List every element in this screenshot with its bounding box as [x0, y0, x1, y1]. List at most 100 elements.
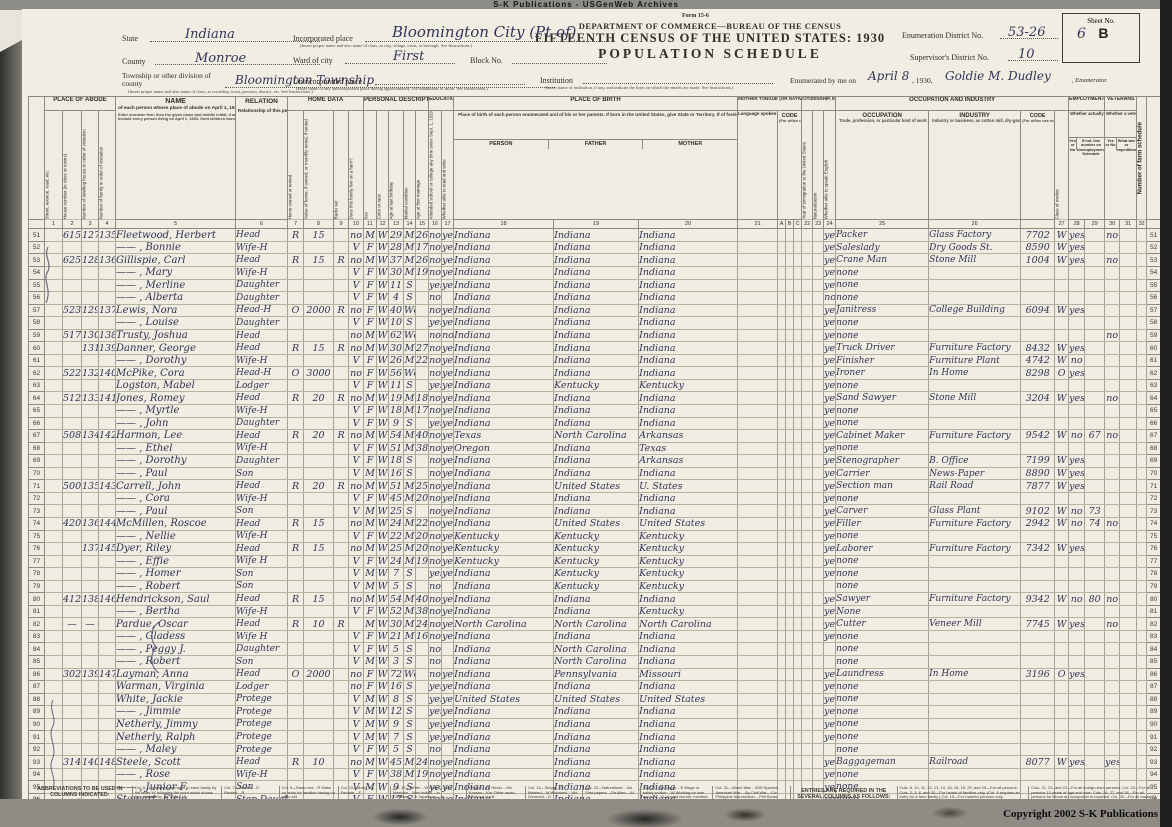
sd-value: 10 [1018, 47, 1035, 62]
age-header: Age at last birthday [388, 110, 404, 220]
street-header: Street, avenue, road, etc. [44, 110, 63, 220]
table-row: 61—— , DorothyWife-HVFW26M22noyesIndiana… [28, 353, 1162, 368]
table-row: 54—— , MaryWife-HVFW30M19noyesIndianaInd… [28, 266, 1162, 280]
english-header: Whether able to speak English [823, 110, 836, 220]
table-row: 94—— , RoseWife-HVFW38M19noyesIndianaInd… [28, 767, 1162, 782]
ed-label: Enumeration District No. [902, 31, 984, 40]
group-name: NAME of each person whose place of abode… [115, 95, 237, 221]
table-row: 93 314 140 148 Steele, Scott Head R 10 no M W 45 M 24… [28, 755, 1162, 769]
entries-note1: Cols. 8, 10, 11, 12, 13, 14, 16, 18, 19,… [896, 786, 1029, 800]
dwelling-number-header: Number of dwelling house in order of vis… [81, 110, 99, 220]
home-value-header: Value of home, if owned, or monthly rent… [303, 110, 334, 220]
table-row: 82——Pardue, OscarHeadR10RMW30M24noyesNor… [28, 617, 1162, 631]
marital-header: Marital condition [403, 110, 416, 220]
group-occupation-industry: OCCUPATION AND INDUSTRY [835, 96, 1070, 111]
farm-schedule-header: Number of farm schedule [1136, 96, 1147, 220]
table-row: 74 420 136 144 McMillen, Roscoe Head R 15 no M W 24… [28, 516, 1162, 531]
code-header: CODE (For office use only. Do not write … [777, 109, 803, 221]
abbrev-col7: Col. 7—Owned....O Rented....R [221, 786, 278, 800]
unemployment-line-subheader: If not, line number on Unemployment Sche… [1075, 138, 1105, 156]
radio-header: Radio set [333, 110, 349, 220]
table-row: 72—— , CoraWife-HVFW45M20noyesIndianaInd… [28, 491, 1162, 506]
census-table-body: 51 615 127 135 Fleetwood, Herbert Head R 15 no M W… [28, 228, 1162, 827]
table-row: 55—— , MerlineDaughterVFW11SyesyesIndian… [28, 278, 1162, 293]
immigration-header: Year of immigration to the United States [801, 110, 813, 220]
county-label: County [122, 57, 146, 66]
group-place-of-abode: PLACE OF ABODE [43, 96, 117, 111]
ward-value: First [393, 49, 425, 64]
table-row: 68—— , EthelWife-HVFW51M38noyesOregonInd… [28, 441, 1162, 456]
enumerator-label: , Enumerator. [1072, 77, 1108, 84]
township-value: Bloomington Township [235, 73, 375, 87]
naturalization-header: Naturalization [812, 110, 824, 220]
department-line: DEPARTMENT OF COMMERCE—BUREAU OF THE CEN… [578, 21, 842, 31]
table-row: 69—— , DorothyDaughterVFW18SnoyesIndiana… [28, 454, 1162, 468]
race-header: Color or race [376, 110, 389, 220]
enumerated-label: Enumerated by me on [790, 76, 857, 85]
occupation-code-header: CODE (For office use only. Do not write … [1020, 109, 1056, 221]
industry-header: INDUSTRY Industry or business, as cotton… [928, 109, 1022, 221]
class-of-worker-header: Class of worker [1054, 110, 1069, 220]
state-label: State [122, 34, 138, 43]
table-row: 62 522 132 140 McPike, Cora Head-H O 3000 no F W 56… [28, 366, 1162, 380]
line-number-header [28, 95, 45, 221]
entries-title-block: ENTRIES ARE REQUIRED IN THE SEVERAL COLU… [790, 786, 896, 800]
copyright-note: Copyright 2002 S-K Publications [1003, 808, 1158, 820]
institution-note: (Insert name of institution, if any, and… [545, 85, 734, 90]
abbrev-col6: Col. 6—Indicate homemaker in each family… [131, 786, 222, 800]
table-row: 70—— , PaulSonVMW16SnoyesIndianaIndianaI… [28, 466, 1162, 481]
table-row: 58—— , LouiseDaughterVFW10SyesyesIndiana… [28, 316, 1162, 330]
group-employment: EMPLOYMENT [1068, 96, 1106, 111]
entries-note2: Cols. 21, 23, and 24—For all foreign-bor… [1028, 786, 1160, 800]
home-owned-header: Home owned or rented [287, 110, 304, 220]
birthplace-note-cell: Place of birth of each person enumerated… [453, 109, 739, 221]
abbrev-col12: Col. 12—White....W Negro....Neg Mexican.… [389, 786, 466, 800]
header-group-row: PLACE OF ABODE NAME of each person whose… [28, 95, 1162, 221]
occupation-header: OCCUPATION Trade, profession, or particu… [835, 109, 930, 221]
family-number-header: Number of family in order of visitation [98, 110, 116, 220]
ward-label: Ward of city [293, 56, 333, 65]
person-subheader: PERSON [489, 141, 513, 147]
table-row: 65—— , MyrtleWife-HVFW18M17noyesIndianaI… [28, 404, 1162, 418]
sex-header: Sex [363, 110, 377, 220]
sheet-letter: B [1098, 25, 1109, 41]
table-row: 78—— , HomerSonVMW7SyesyesIndianaKentuck… [28, 567, 1162, 581]
form-number: Form 15-6 [682, 13, 709, 19]
incorporated-note: (Insert proper name and also name of cla… [300, 43, 473, 48]
group-veterans: VETERANS [1104, 96, 1138, 111]
group-place-of-birth: PLACE OF BIRTH [453, 96, 739, 111]
veterans-header: Whether a veteran of U. S. military or n… [1104, 109, 1138, 221]
top-banner: S-K Publications - USGenWeb Archives [0, 0, 1172, 10]
sheet-label: Sheet No. [1087, 17, 1115, 25]
table-row: 73—— , PaulSonVMW25SnoyesIndianaIndianaI… [28, 504, 1162, 518]
employment-yesno-subheader: Yes or No [1069, 138, 1076, 152]
scan-bottom-edge [0, 799, 1172, 827]
institution-label: Institution [540, 76, 573, 85]
read-write-header: Whether able to read and write [441, 110, 454, 220]
township-note: (Insert proper name and also name of cla… [128, 89, 313, 94]
scan-right-edge [1160, 0, 1172, 827]
table-row: 51 615 127 135 Fleetwood, Herbert Head R 15 no M W… [28, 228, 1162, 242]
abbrev-col31: Col. 31—World War....WW Spanish-American… [712, 786, 790, 800]
age-marriage-header: Age at first marriage [415, 110, 429, 220]
table-row: 89—— , JimmieProtegeVMW12SyesyesIndianaI… [28, 705, 1162, 719]
